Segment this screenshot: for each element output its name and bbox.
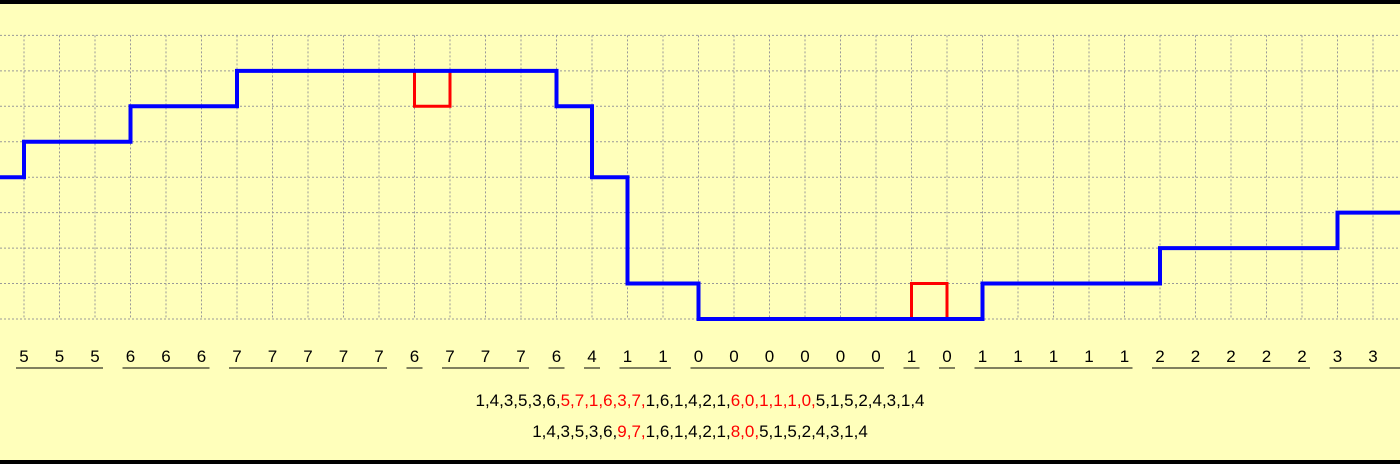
sample-label: 7: [232, 347, 241, 366]
sample-label: 1: [978, 347, 987, 366]
unchanged-values: 5,1,5,2,4,3,1,4: [815, 391, 925, 410]
sample-label: 5: [90, 347, 99, 366]
sample-label: 0: [942, 347, 951, 366]
sample-label: 5: [55, 347, 64, 366]
sample-label: 3: [1368, 347, 1377, 366]
modified-waveform: [0, 68, 1400, 321]
sample-label: 0: [765, 347, 774, 366]
sample-label: 0: [729, 347, 738, 366]
sample-label: 1: [623, 347, 632, 366]
sample-label: 2: [1191, 347, 1200, 366]
original-sequence: 1,4,3,5,3,6,5,7,1,6,3,7,1,6,1,4,2,1,6,0,…: [0, 391, 1400, 411]
sample-label: 2: [1297, 347, 1306, 366]
bottom-border: [0, 460, 1400, 464]
sample-label: 1: [1049, 347, 1058, 366]
sample-label: 7: [374, 347, 383, 366]
sample-label: 2: [1262, 347, 1271, 366]
sample-label: 6: [552, 347, 561, 366]
unchanged-values: 5,1,5,2,4,3,1,4: [759, 422, 868, 441]
sample-label: 6: [161, 347, 170, 366]
changed-values: 9,7,: [617, 422, 646, 441]
unchanged-values: 1,6,1,4,2,1,: [645, 422, 731, 441]
sample-label: 4: [587, 347, 596, 366]
sample-label: 7: [445, 347, 454, 366]
sample-label: 7: [268, 347, 277, 366]
sample-label: 2: [1226, 347, 1235, 366]
sample-label: 7: [303, 347, 312, 366]
sample-label: 0: [871, 347, 880, 366]
sample-label: 6: [126, 347, 135, 366]
top-border: [0, 0, 1400, 4]
sample-label: 1: [1013, 347, 1022, 366]
sample-label: 5: [19, 347, 28, 366]
sample-label: 7: [481, 347, 490, 366]
changed-values: 6,0,1,1,1,0,: [730, 391, 816, 410]
changed-values: 5,7,1,6,3,7,: [560, 391, 646, 410]
sample-label: 1: [1084, 347, 1093, 366]
sample-label: 2: [1155, 347, 1164, 366]
sample-label: 0: [800, 347, 809, 366]
sample-label: 1: [1120, 347, 1129, 366]
unchanged-values: 1,4,3,5,3,6,: [532, 422, 618, 441]
encoded-sequence: 1,4,3,5,3,6,9,7,1,6,1,4,2,1,8,0,5,1,5,2,…: [0, 422, 1400, 442]
sample-label: 1: [658, 347, 667, 366]
sample-label: 7: [516, 347, 525, 366]
sample-label: 7: [339, 347, 348, 366]
changed-values: 8,0,: [730, 422, 760, 441]
sample-label: 0: [836, 347, 845, 366]
sample-label: 0: [694, 347, 703, 366]
sample-label: 1: [907, 347, 916, 366]
sample-label: 6: [410, 347, 419, 366]
unchanged-values: 1,6,1,4,2,1,: [645, 391, 731, 410]
sample-label: 3: [1333, 347, 1342, 366]
sample-label: 6: [197, 347, 206, 366]
unchanged-values: 1,4,3,5,3,6,: [475, 391, 561, 410]
